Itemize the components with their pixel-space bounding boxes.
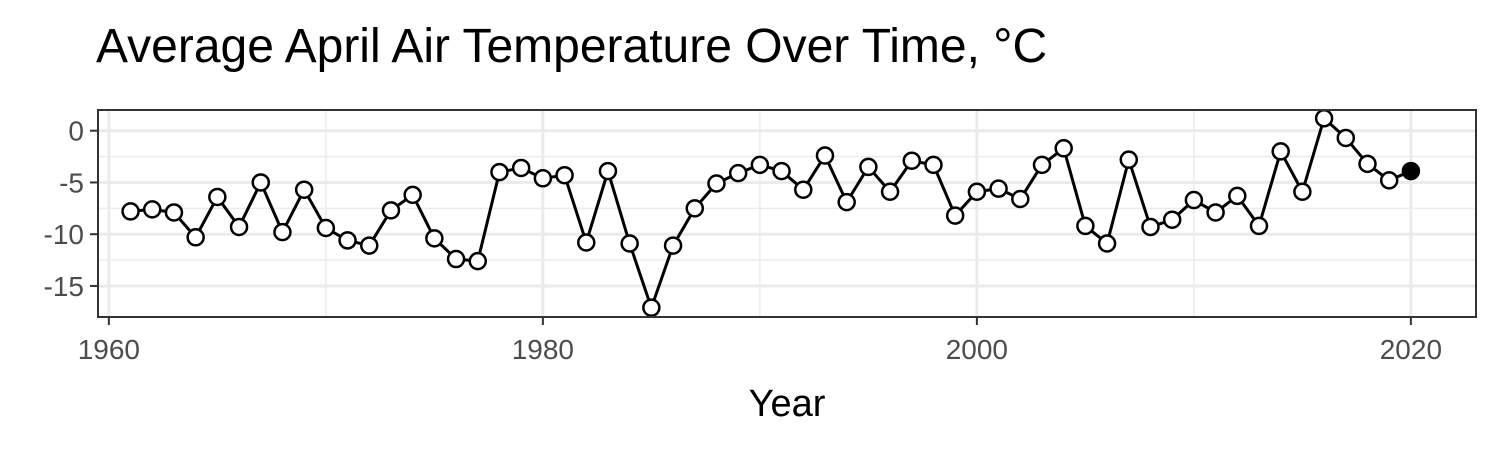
- data-point: [837, 192, 856, 212]
- data-point: [1228, 186, 1247, 206]
- y-tick-label: -10: [44, 219, 84, 250]
- data-point: [1336, 128, 1356, 148]
- data-point: [728, 163, 748, 183]
- data-point: [121, 202, 140, 221]
- data-point: [208, 187, 227, 207]
- plot-panel: [97, 109, 1477, 318]
- data-point: [143, 200, 162, 219]
- data-point: [880, 182, 900, 202]
- data-point: [555, 165, 574, 185]
- data-point: [1162, 210, 1182, 229]
- data-point: [815, 146, 835, 165]
- data-point: [1097, 234, 1117, 253]
- data-point: [229, 217, 249, 237]
- data-points: [121, 109, 1421, 317]
- data-point: [316, 218, 336, 238]
- y-axis: 0 -5 -10 -15: [44, 116, 98, 302]
- data-point: [1206, 203, 1225, 222]
- data-point: [859, 157, 878, 177]
- data-point: [989, 179, 1008, 198]
- data-point: [273, 222, 292, 242]
- data-point: [1271, 142, 1290, 161]
- data-point: [772, 161, 791, 181]
- data-point: [1011, 189, 1030, 209]
- data-point: [620, 234, 639, 253]
- data-point: [1314, 109, 1334, 128]
- data-point: [902, 151, 922, 170]
- data-point: [663, 236, 683, 255]
- data-point: [924, 155, 943, 175]
- data-point: [1119, 150, 1139, 169]
- data-point: [598, 161, 618, 181]
- data-point: [1076, 216, 1095, 236]
- data-point: [1184, 190, 1204, 210]
- data-point: [707, 174, 726, 193]
- data-point-latest: [1401, 161, 1421, 181]
- data-point: [490, 162, 509, 182]
- data-point: [642, 298, 661, 317]
- data-point: [1249, 216, 1269, 236]
- data-point: [164, 203, 184, 222]
- data-point: [1141, 217, 1160, 237]
- y-tick-label: -5: [59, 167, 84, 198]
- data-point: [1032, 155, 1052, 175]
- data-point: [945, 206, 965, 225]
- data-point: [381, 201, 401, 220]
- data-point: [1379, 171, 1399, 190]
- data-point: [251, 173, 271, 192]
- data-point: [1054, 139, 1073, 158]
- data-point: [685, 199, 705, 218]
- data-point: [511, 158, 531, 178]
- data-point: [1358, 154, 1377, 174]
- x-axis-title: Year: [749, 383, 826, 425]
- data-point: [186, 228, 205, 247]
- data-point: [468, 251, 488, 271]
- y-tick-label: -15: [44, 271, 84, 302]
- x-axis: 1960 1980 2000 2020: [78, 317, 1442, 365]
- data-point: [1293, 182, 1312, 202]
- data-point: [403, 185, 422, 205]
- data-point: [425, 229, 444, 248]
- data-point: [967, 182, 987, 202]
- data-point: [533, 169, 553, 188]
- y-tick-label: 0: [68, 116, 84, 147]
- data-point: [360, 236, 379, 255]
- data-point: [577, 233, 596, 252]
- chart-title: Average April Air Temperature Over Time,…: [96, 20, 1047, 73]
- data-point: [446, 249, 466, 269]
- x-tick-label: 1960: [78, 334, 140, 365]
- x-tick-label: 2020: [1380, 334, 1442, 365]
- data-point: [750, 155, 770, 175]
- data-point: [794, 180, 813, 199]
- data-point: [338, 231, 357, 250]
- data-point: [294, 180, 314, 199]
- x-tick-label: 1980: [512, 334, 574, 365]
- x-tick-label: 2000: [946, 334, 1008, 365]
- grid: [98, 110, 1476, 317]
